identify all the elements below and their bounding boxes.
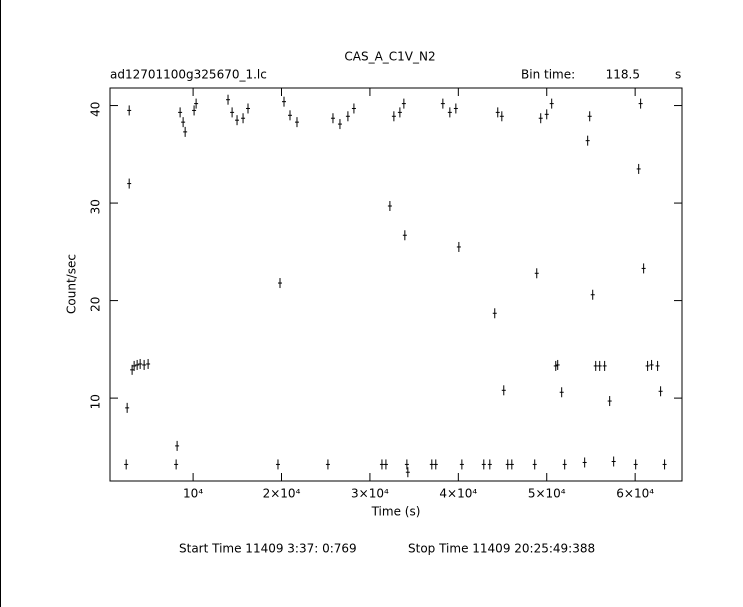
subtitle: ad12701100g325670_1.lc [110, 68, 267, 82]
x-axis-label: Time (s) [371, 505, 421, 519]
y-tick-label: 40 [89, 102, 103, 117]
x-tick-label: 10⁴ [183, 487, 203, 501]
bin-time-label: Bin time: [521, 68, 575, 82]
y-tick-label: 10 [89, 394, 103, 409]
y-tick-label: 20 [89, 297, 103, 312]
x-tick-label: 4×10⁴ [439, 487, 477, 501]
x-tick-label: 6×10⁴ [616, 487, 654, 501]
x-tick-label: 3×10⁴ [351, 487, 389, 501]
stop-time: Stop Time 11409 20:25:49:388 [408, 542, 595, 556]
x-tick-label: 2×10⁴ [263, 487, 301, 501]
plot-frame [109, 87, 683, 482]
bin-time-unit: s [675, 68, 681, 82]
y-axis-label: Count/sec [65, 254, 79, 314]
x-tick-label: 5×10⁴ [528, 487, 566, 501]
start-time: Start Time 11409 3:37: 0:769 [179, 542, 357, 556]
y-tick-label: 30 [89, 199, 103, 214]
bin-time: 118.5 [606, 68, 640, 82]
chart-title: CAS_A_C1V_N2 [344, 50, 435, 64]
